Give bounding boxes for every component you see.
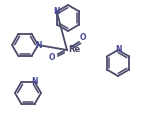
Text: Re: Re [68, 46, 80, 54]
Text: N: N [115, 46, 121, 54]
Text: O: O [80, 33, 86, 43]
Text: O: O [49, 53, 55, 62]
Text: N: N [35, 40, 41, 49]
Text: N: N [31, 77, 38, 86]
Text: N: N [53, 7, 60, 16]
